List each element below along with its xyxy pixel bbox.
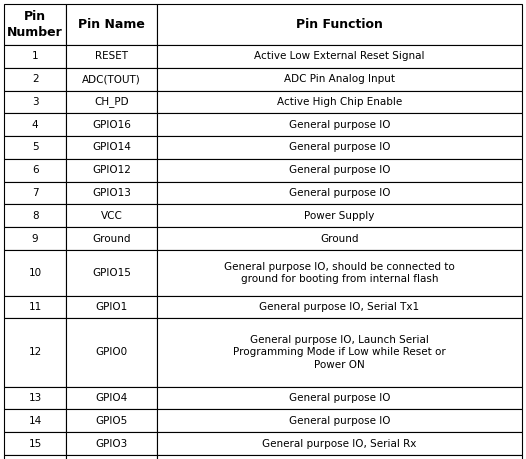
Text: VCC: VCC bbox=[100, 211, 123, 221]
Bar bbox=[66, 4, 157, 45]
Text: 3: 3 bbox=[32, 97, 38, 107]
Bar bbox=[157, 204, 522, 227]
Bar bbox=[66, 136, 157, 159]
Bar bbox=[157, 409, 522, 432]
Bar bbox=[4, 45, 66, 68]
Text: General purpose IO: General purpose IO bbox=[289, 416, 390, 426]
Text: 13: 13 bbox=[28, 393, 42, 403]
Bar bbox=[66, 204, 157, 227]
Bar bbox=[4, 68, 66, 90]
Text: 10: 10 bbox=[28, 268, 42, 278]
Bar bbox=[4, 432, 66, 455]
Bar bbox=[157, 113, 522, 136]
Bar bbox=[4, 319, 66, 386]
Text: ADC(TOUT): ADC(TOUT) bbox=[82, 74, 141, 84]
Text: RESET: RESET bbox=[95, 51, 128, 62]
Bar bbox=[157, 319, 522, 386]
Text: 7: 7 bbox=[32, 188, 38, 198]
Bar bbox=[66, 45, 157, 68]
Text: Ground: Ground bbox=[92, 234, 131, 244]
Bar bbox=[66, 182, 157, 204]
Bar bbox=[157, 136, 522, 159]
Bar bbox=[157, 227, 522, 250]
Bar bbox=[4, 250, 66, 296]
Bar bbox=[66, 296, 157, 319]
Text: 5: 5 bbox=[32, 142, 38, 152]
Bar bbox=[66, 113, 157, 136]
Bar bbox=[157, 159, 522, 182]
Text: 14: 14 bbox=[28, 416, 42, 426]
Bar bbox=[66, 319, 157, 386]
Bar bbox=[66, 250, 157, 296]
Bar bbox=[157, 386, 522, 409]
Text: GPIO1: GPIO1 bbox=[95, 302, 128, 312]
Text: General purpose IO, Serial Rx: General purpose IO, Serial Rx bbox=[262, 439, 417, 448]
Bar bbox=[157, 45, 522, 68]
Bar bbox=[4, 182, 66, 204]
Bar bbox=[66, 386, 157, 409]
Text: GPIO4: GPIO4 bbox=[95, 393, 128, 403]
Text: GPIO3: GPIO3 bbox=[95, 439, 128, 448]
Bar bbox=[157, 432, 522, 455]
Bar bbox=[4, 386, 66, 409]
Bar bbox=[157, 4, 522, 45]
Text: General purpose IO, should be connected to
ground for booting from internal flas: General purpose IO, should be connected … bbox=[224, 262, 455, 284]
Bar bbox=[4, 113, 66, 136]
Text: General purpose IO: General purpose IO bbox=[289, 188, 390, 198]
Text: GPIO16: GPIO16 bbox=[92, 120, 131, 130]
Bar bbox=[4, 296, 66, 319]
Text: Pin
Number: Pin Number bbox=[7, 10, 63, 39]
Bar bbox=[66, 409, 157, 432]
Bar bbox=[4, 455, 66, 459]
Bar bbox=[66, 432, 157, 455]
Bar bbox=[66, 68, 157, 90]
Text: General purpose IO: General purpose IO bbox=[289, 393, 390, 403]
Bar bbox=[4, 159, 66, 182]
Bar bbox=[66, 227, 157, 250]
Text: Active High Chip Enable: Active High Chip Enable bbox=[277, 97, 402, 107]
Text: General purpose IO: General purpose IO bbox=[289, 120, 390, 130]
Text: General purpose IO, Serial Tx1: General purpose IO, Serial Tx1 bbox=[259, 302, 419, 312]
Bar bbox=[157, 90, 522, 113]
Text: 8: 8 bbox=[32, 211, 38, 221]
Text: CH_PD: CH_PD bbox=[94, 96, 129, 107]
Text: General purpose IO: General purpose IO bbox=[289, 142, 390, 152]
Text: Power Supply: Power Supply bbox=[304, 211, 375, 221]
Text: GPIO5: GPIO5 bbox=[95, 416, 128, 426]
Text: 15: 15 bbox=[28, 439, 42, 448]
Bar bbox=[66, 90, 157, 113]
Text: Ground: Ground bbox=[320, 234, 359, 244]
Text: 1: 1 bbox=[32, 51, 38, 62]
Text: Active Low External Reset Signal: Active Low External Reset Signal bbox=[254, 51, 424, 62]
Bar bbox=[157, 182, 522, 204]
Text: ADC Pin Analog Input: ADC Pin Analog Input bbox=[284, 74, 395, 84]
Bar bbox=[4, 227, 66, 250]
Text: Pin Name: Pin Name bbox=[78, 18, 145, 31]
Text: GPIO12: GPIO12 bbox=[92, 165, 131, 175]
Text: Pin Function: Pin Function bbox=[296, 18, 383, 31]
Text: General purpose IO, Launch Serial
Programming Mode if Low while Reset or
Power O: General purpose IO, Launch Serial Progra… bbox=[233, 335, 446, 370]
Text: 6: 6 bbox=[32, 165, 38, 175]
Text: 11: 11 bbox=[28, 302, 42, 312]
Bar bbox=[4, 136, 66, 159]
Text: General purpose IO: General purpose IO bbox=[289, 165, 390, 175]
Bar bbox=[157, 296, 522, 319]
Text: GPIO0: GPIO0 bbox=[95, 347, 127, 358]
Bar bbox=[157, 250, 522, 296]
Text: GPIO14: GPIO14 bbox=[92, 142, 131, 152]
Bar bbox=[4, 4, 66, 45]
Bar bbox=[4, 409, 66, 432]
Bar bbox=[4, 90, 66, 113]
Text: 4: 4 bbox=[32, 120, 38, 130]
Bar bbox=[157, 455, 522, 459]
Text: GPIO13: GPIO13 bbox=[92, 188, 131, 198]
Text: 9: 9 bbox=[32, 234, 38, 244]
Text: 2: 2 bbox=[32, 74, 38, 84]
Bar bbox=[4, 204, 66, 227]
Bar bbox=[66, 455, 157, 459]
Bar bbox=[66, 159, 157, 182]
Text: GPIO15: GPIO15 bbox=[92, 268, 131, 278]
Bar bbox=[157, 68, 522, 90]
Text: 12: 12 bbox=[28, 347, 42, 358]
